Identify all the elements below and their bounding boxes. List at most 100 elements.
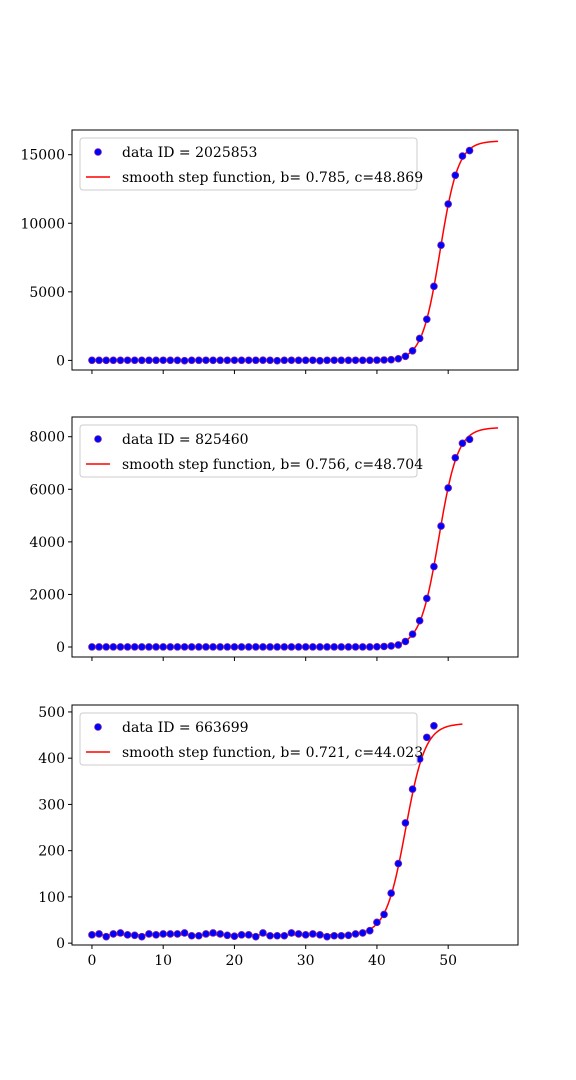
data-point xyxy=(302,931,309,938)
data-point xyxy=(252,643,259,650)
x-tick-label: 20 xyxy=(226,953,244,969)
data-point xyxy=(331,932,338,939)
data-point xyxy=(374,357,381,364)
data-point xyxy=(217,643,224,650)
y-tick-label: 200 xyxy=(38,844,65,860)
data-point xyxy=(381,357,388,364)
data-point xyxy=(203,931,210,938)
legend: data ID = 825460smooth step function, b=… xyxy=(80,425,423,477)
data-point xyxy=(188,932,195,939)
data-point xyxy=(117,930,124,937)
legend-points-label: data ID = 825460 xyxy=(122,432,249,448)
y-tick-label: 15000 xyxy=(20,148,65,164)
legend-points-label: data ID = 663699 xyxy=(122,720,249,736)
data-point xyxy=(181,643,188,650)
data-point xyxy=(153,357,160,364)
data-point xyxy=(288,643,295,650)
data-point xyxy=(124,643,131,650)
data-point xyxy=(210,643,217,650)
data-point xyxy=(110,643,117,650)
data-point xyxy=(96,357,103,364)
data-point xyxy=(117,357,124,364)
data-point xyxy=(352,643,359,650)
data-point xyxy=(195,357,202,364)
data-point xyxy=(302,357,309,364)
data-point xyxy=(281,932,288,939)
data-point xyxy=(288,930,295,937)
data-point xyxy=(138,643,145,650)
data-point xyxy=(281,357,288,364)
data-point xyxy=(381,643,388,650)
data-point xyxy=(224,643,231,650)
data-point xyxy=(438,242,445,249)
y-tick-label: 0 xyxy=(56,936,65,952)
data-point xyxy=(89,643,96,650)
data-point xyxy=(352,357,359,364)
data-point xyxy=(210,357,217,364)
y-tick-label: 6000 xyxy=(29,482,65,498)
data-point xyxy=(231,357,238,364)
data-point xyxy=(181,930,188,937)
data-point xyxy=(146,643,153,650)
data-point xyxy=(423,316,430,323)
data-point xyxy=(174,643,181,650)
data-point xyxy=(338,643,345,650)
y-tick-label: 0 xyxy=(56,353,65,369)
y-tick-label: 2000 xyxy=(29,587,65,603)
data-point xyxy=(217,931,224,938)
y-tick-label: 10000 xyxy=(20,216,65,232)
data-point xyxy=(345,643,352,650)
data-point xyxy=(409,786,416,793)
data-point xyxy=(295,643,302,650)
data-point xyxy=(309,357,316,364)
data-point xyxy=(103,933,110,940)
data-point xyxy=(359,930,366,937)
data-point xyxy=(174,357,181,364)
data-point xyxy=(388,890,395,897)
data-point xyxy=(153,931,160,938)
data-point xyxy=(245,357,252,364)
data-point xyxy=(317,643,324,650)
data-point xyxy=(274,932,281,939)
data-point xyxy=(317,931,324,938)
data-point xyxy=(288,357,295,364)
data-point xyxy=(352,931,359,938)
data-point xyxy=(345,357,352,364)
legend: data ID = 2025853smooth step function, b… xyxy=(80,138,423,190)
data-point xyxy=(309,931,316,938)
data-point xyxy=(267,932,274,939)
data-point xyxy=(167,357,174,364)
data-point xyxy=(188,643,195,650)
data-point xyxy=(153,643,160,650)
data-point xyxy=(89,357,96,364)
data-point xyxy=(459,153,466,160)
data-point xyxy=(245,643,252,650)
data-point xyxy=(345,932,352,939)
data-point xyxy=(309,643,316,650)
data-point xyxy=(295,357,302,364)
y-tick-label: 100 xyxy=(38,890,65,906)
data-point xyxy=(431,722,438,729)
data-point xyxy=(131,932,138,939)
data-point xyxy=(138,357,145,364)
data-point xyxy=(267,357,274,364)
data-point xyxy=(395,860,402,867)
data-point xyxy=(338,357,345,364)
data-point xyxy=(416,335,423,342)
data-point xyxy=(231,643,238,650)
data-point xyxy=(374,919,381,926)
data-point xyxy=(402,820,409,827)
data-point xyxy=(423,734,430,741)
data-point xyxy=(331,357,338,364)
data-point xyxy=(331,643,338,650)
data-point xyxy=(445,201,452,208)
data-point xyxy=(281,643,288,650)
data-point xyxy=(203,357,210,364)
data-point xyxy=(131,357,138,364)
legend-point-marker xyxy=(95,436,102,443)
data-point xyxy=(388,356,395,363)
legend-points-label: data ID = 2025853 xyxy=(122,145,257,161)
data-point xyxy=(203,643,210,650)
data-point xyxy=(252,933,259,940)
